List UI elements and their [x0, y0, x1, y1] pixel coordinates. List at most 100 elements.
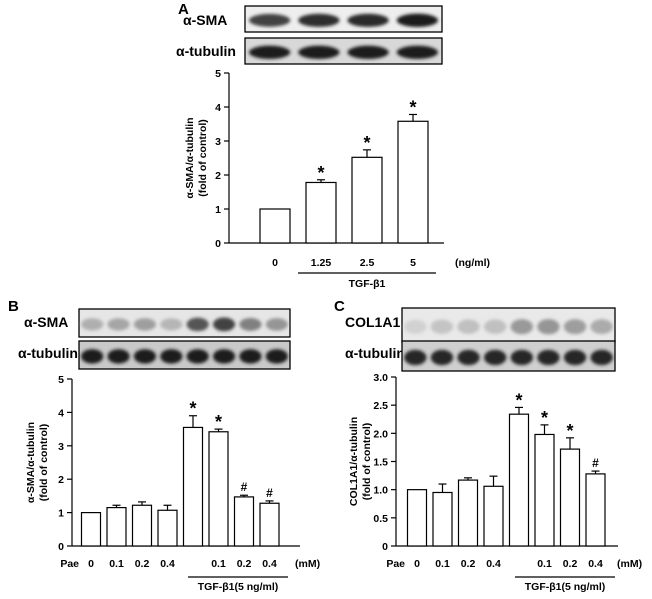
blot-c-tubulin-band: [430, 349, 454, 366]
chart-c: 0 0.5 1.0 1.5 2.0 2.5 3.0 COL1A1/α-tubulin(fold…: [348, 372, 642, 593]
category-label: 0: [272, 257, 278, 269]
unit-label: (mM): [617, 558, 642, 570]
significance-hash: #: [266, 486, 273, 500]
bar: [80, 511, 102, 547]
bar: [406, 489, 428, 547]
bar: [483, 485, 504, 547]
bar: [259, 208, 291, 244]
blot-b-tubulin-band: [81, 349, 104, 364]
blot-c-tubulin-band: [404, 349, 427, 366]
bar: [157, 509, 178, 547]
y-tick-label: 1: [58, 508, 64, 520]
significance-star: *: [566, 421, 573, 441]
blot-c-col1a1-band: [430, 319, 454, 334]
y-tick-label: 1: [215, 204, 221, 216]
category-label: 0.2: [135, 558, 150, 570]
western-blot-c-tubulin: [401, 340, 616, 372]
group-label: TGF-β1(5 ng/ml): [525, 581, 606, 593]
blot-c-tubulin-band: [457, 349, 480, 366]
western-blot-a-sma: [244, 5, 443, 33]
significance-star: *: [189, 399, 196, 419]
y-tick-label: 0.5: [373, 513, 388, 525]
blot-b-tubulin-band: [186, 349, 209, 364]
blot-b-sma-band: [133, 318, 157, 331]
blot-a-sma-band: [347, 13, 389, 27]
blot-a-tubulin-band: [347, 45, 389, 59]
bar: [131, 504, 153, 547]
blot-b-sma-band: [239, 317, 262, 331]
blot-b-tubulin-band: [265, 349, 288, 364]
blot-c-tubulin-band: [563, 349, 587, 366]
bar: [233, 496, 255, 547]
y-tick-label: 4: [58, 407, 64, 419]
row-label: Pae: [60, 558, 79, 570]
significance-star: *: [409, 97, 416, 117]
bar: [208, 431, 229, 547]
y-axis-label-line: (fold of control): [197, 119, 209, 197]
blot-b-tubulin-band: [239, 349, 262, 364]
bar: [534, 433, 555, 547]
y-axis-label: α-SMA/α-tubulin(fold of control): [25, 422, 50, 503]
bar: [351, 156, 383, 244]
y-tick-label: 5: [58, 374, 64, 386]
y-tick-label: 2.0: [373, 428, 388, 440]
blot-b-sma-band: [160, 318, 183, 331]
bar: [182, 426, 204, 547]
blot-a-sma-band: [298, 13, 340, 27]
y-axis-label-line: (fold of control): [361, 423, 373, 501]
category-label: 0.2: [461, 558, 476, 570]
category-label: 0.1: [435, 558, 450, 570]
blot-c-col1a1-band: [404, 319, 427, 334]
group-label: TGF-β1(5 ng/ml): [198, 581, 279, 593]
bar: [559, 448, 581, 547]
blot-a-sma-band: [396, 13, 439, 27]
blot-b-sma-band: [265, 318, 288, 331]
bar: [432, 491, 453, 547]
blot-c-tubulin-band: [537, 349, 560, 366]
category-label: 1.25: [311, 257, 332, 269]
row-label: Pae: [386, 558, 405, 570]
blot-a-tubulin-band: [396, 45, 439, 59]
y-axis-label-line: α-SMA/α-tubulin: [184, 117, 196, 198]
blot-label-b-bottom: α-tubulin: [18, 345, 78, 361]
y-axis-label-line: COL1A1/α-tubulin: [348, 417, 360, 506]
blot-b-sma-band: [186, 317, 209, 332]
blot-c-col1a1-band: [563, 319, 587, 335]
y-tick-label: 1.5: [373, 457, 388, 469]
blot-c-tubulin-band: [510, 349, 533, 366]
blot-c-col1a1-band: [457, 319, 480, 334]
y-tick-label: 3: [58, 441, 64, 453]
category-label: 0: [414, 558, 420, 570]
blot-c-col1a1-band: [510, 319, 533, 335]
panel-letter-c: C: [334, 298, 345, 315]
category-label: 0.4: [588, 558, 603, 570]
unit-label: (mM): [295, 558, 320, 570]
blot-label-c-top: COL1A1: [345, 314, 400, 330]
blot-b-tubulin-band: [133, 349, 157, 364]
bar: [106, 506, 127, 547]
category-label: 0.1: [211, 558, 226, 570]
y-tick-label: 0: [215, 238, 221, 250]
significance-star: *: [541, 408, 548, 428]
y-axis-label: COL1A1/α-tubulin(fold of control): [348, 417, 373, 506]
significance-star: *: [363, 133, 370, 153]
blot-label-b-top: α-SMA: [24, 314, 68, 330]
blot-b-tubulin-band: [107, 349, 130, 364]
blot-c-col1a1-band: [537, 319, 560, 335]
bar: [397, 120, 429, 244]
category-label: 0.4: [160, 558, 175, 570]
category-label: 2.5: [360, 257, 375, 269]
panel-letter-b: B: [8, 298, 19, 315]
category-label: 0.1: [109, 558, 124, 570]
y-tick-label: 2.5: [373, 400, 388, 412]
blot-c-col1a1-band: [590, 319, 613, 335]
blot-b-sma-band: [107, 318, 130, 331]
blot-c-tubulin-band: [590, 349, 613, 366]
category-label: 0.4: [262, 558, 277, 570]
category-label: 0.2: [237, 558, 252, 570]
significance-star: *: [317, 163, 324, 183]
y-tick-label: 0: [58, 541, 64, 553]
significance-hash: #: [592, 456, 599, 470]
category-label: 0.4: [486, 558, 501, 570]
